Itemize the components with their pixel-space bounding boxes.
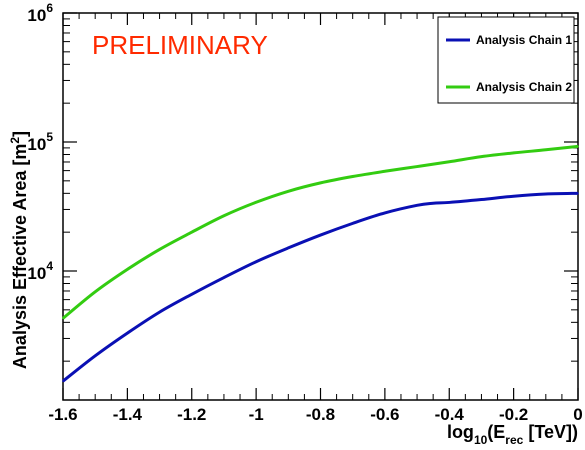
preliminary-annotation: PRELIMINARY [92,30,268,60]
y-axis-title-main: Analysis Effective Area [m [10,144,30,369]
data-point-chain-2 [512,152,515,154]
x-axis-title-subrec: rec [505,433,523,447]
legend-label-chain-1: Analysis Chain 1 [476,33,572,47]
data-point-chain-1 [512,195,515,198]
data-point-chain-1 [448,201,451,204]
x-tick-label: -1 [249,405,264,424]
data-point-chain-1 [384,212,386,214]
y-axis-title-close: ] [10,131,30,137]
data-point-chain-1 [545,193,547,195]
data-point-chain-2 [577,145,579,148]
data-point-chain-1 [480,198,483,201]
data-point-chain-2 [94,290,96,293]
data-point-chain-2 [480,155,483,158]
x-axis-title: log10(Erec [TeV]) [447,422,578,447]
x-tick-label: 0 [573,405,582,424]
data-point-chain-2 [351,175,354,178]
x-tick-label: -1.6 [48,405,77,424]
data-point-chain-1 [432,202,434,205]
data-point-chain-1 [351,222,354,225]
x-ticks: -1.6 -1.4 -1.2 -1 -0.8 -0.6 -0.4 -0.2 0 [48,13,583,424]
y-tick-label: 105 [27,130,53,154]
x-tick-label: -0.6 [370,405,399,424]
data-point-chain-1 [577,192,579,195]
x-tick-label: -1.2 [177,405,206,424]
x-axis-title-sub10: 10 [474,433,488,447]
data-point-chain-2 [126,268,129,271]
data-point-chain-2 [416,165,418,168]
data-point-chain-2 [62,317,64,320]
data-point-chain-1 [223,276,225,279]
series-line-chain-2 [62,144,579,320]
data-point-chain-2 [190,231,193,233]
data-point-chain-1 [158,311,161,313]
data-point-chain-1 [255,260,257,263]
data-point-chain-1 [126,332,129,334]
legend: Analysis Chain 1 Analysis Chain 2 [437,16,575,104]
data-point-chain-2 [448,160,451,163]
x-tick-label: -0.4 [435,405,465,424]
data-point-chain-1 [62,380,64,382]
x-tick-label: -0.2 [499,405,528,424]
data-point-chain-2 [545,149,547,151]
x-axis-title-mid: (E [487,422,505,442]
data-point-chain-2 [319,182,322,184]
data-point-chain-1 [416,204,418,207]
legend-label-chain-2: Analysis Chain 2 [476,80,572,94]
y-ticks: 104 105 106 [27,1,578,362]
x-tick-label: -0.8 [306,405,335,424]
x-axis-title-unit: [TeV]) [523,422,578,442]
series-lines [62,144,579,383]
data-point-chain-2 [384,170,386,173]
data-point-chain-2 [158,248,161,251]
y-axis-title-sup: 2 [8,137,22,144]
data-point-chain-2 [287,190,290,193]
y-tick-label: 104 [27,259,53,283]
x-tick-label: -1.4 [113,405,143,424]
data-point-chain-2 [223,214,225,217]
legend-box [437,16,575,104]
data-point-chain-1 [190,293,193,296]
y-tick-label: 106 [27,1,53,25]
data-point-chain-1 [287,247,290,249]
series-line-chain-1 [62,191,579,383]
data-point-chain-1 [94,355,96,357]
data-point-chain-1 [319,234,322,236]
y-axis-title: Analysis Effective Area [m2] [8,131,30,369]
data-point-chain-2 [255,201,257,204]
x-axis-title-log: log [447,422,474,442]
